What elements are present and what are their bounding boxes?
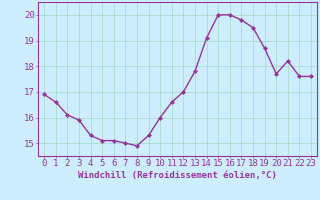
X-axis label: Windchill (Refroidissement éolien,°C): Windchill (Refroidissement éolien,°C) [78, 171, 277, 180]
